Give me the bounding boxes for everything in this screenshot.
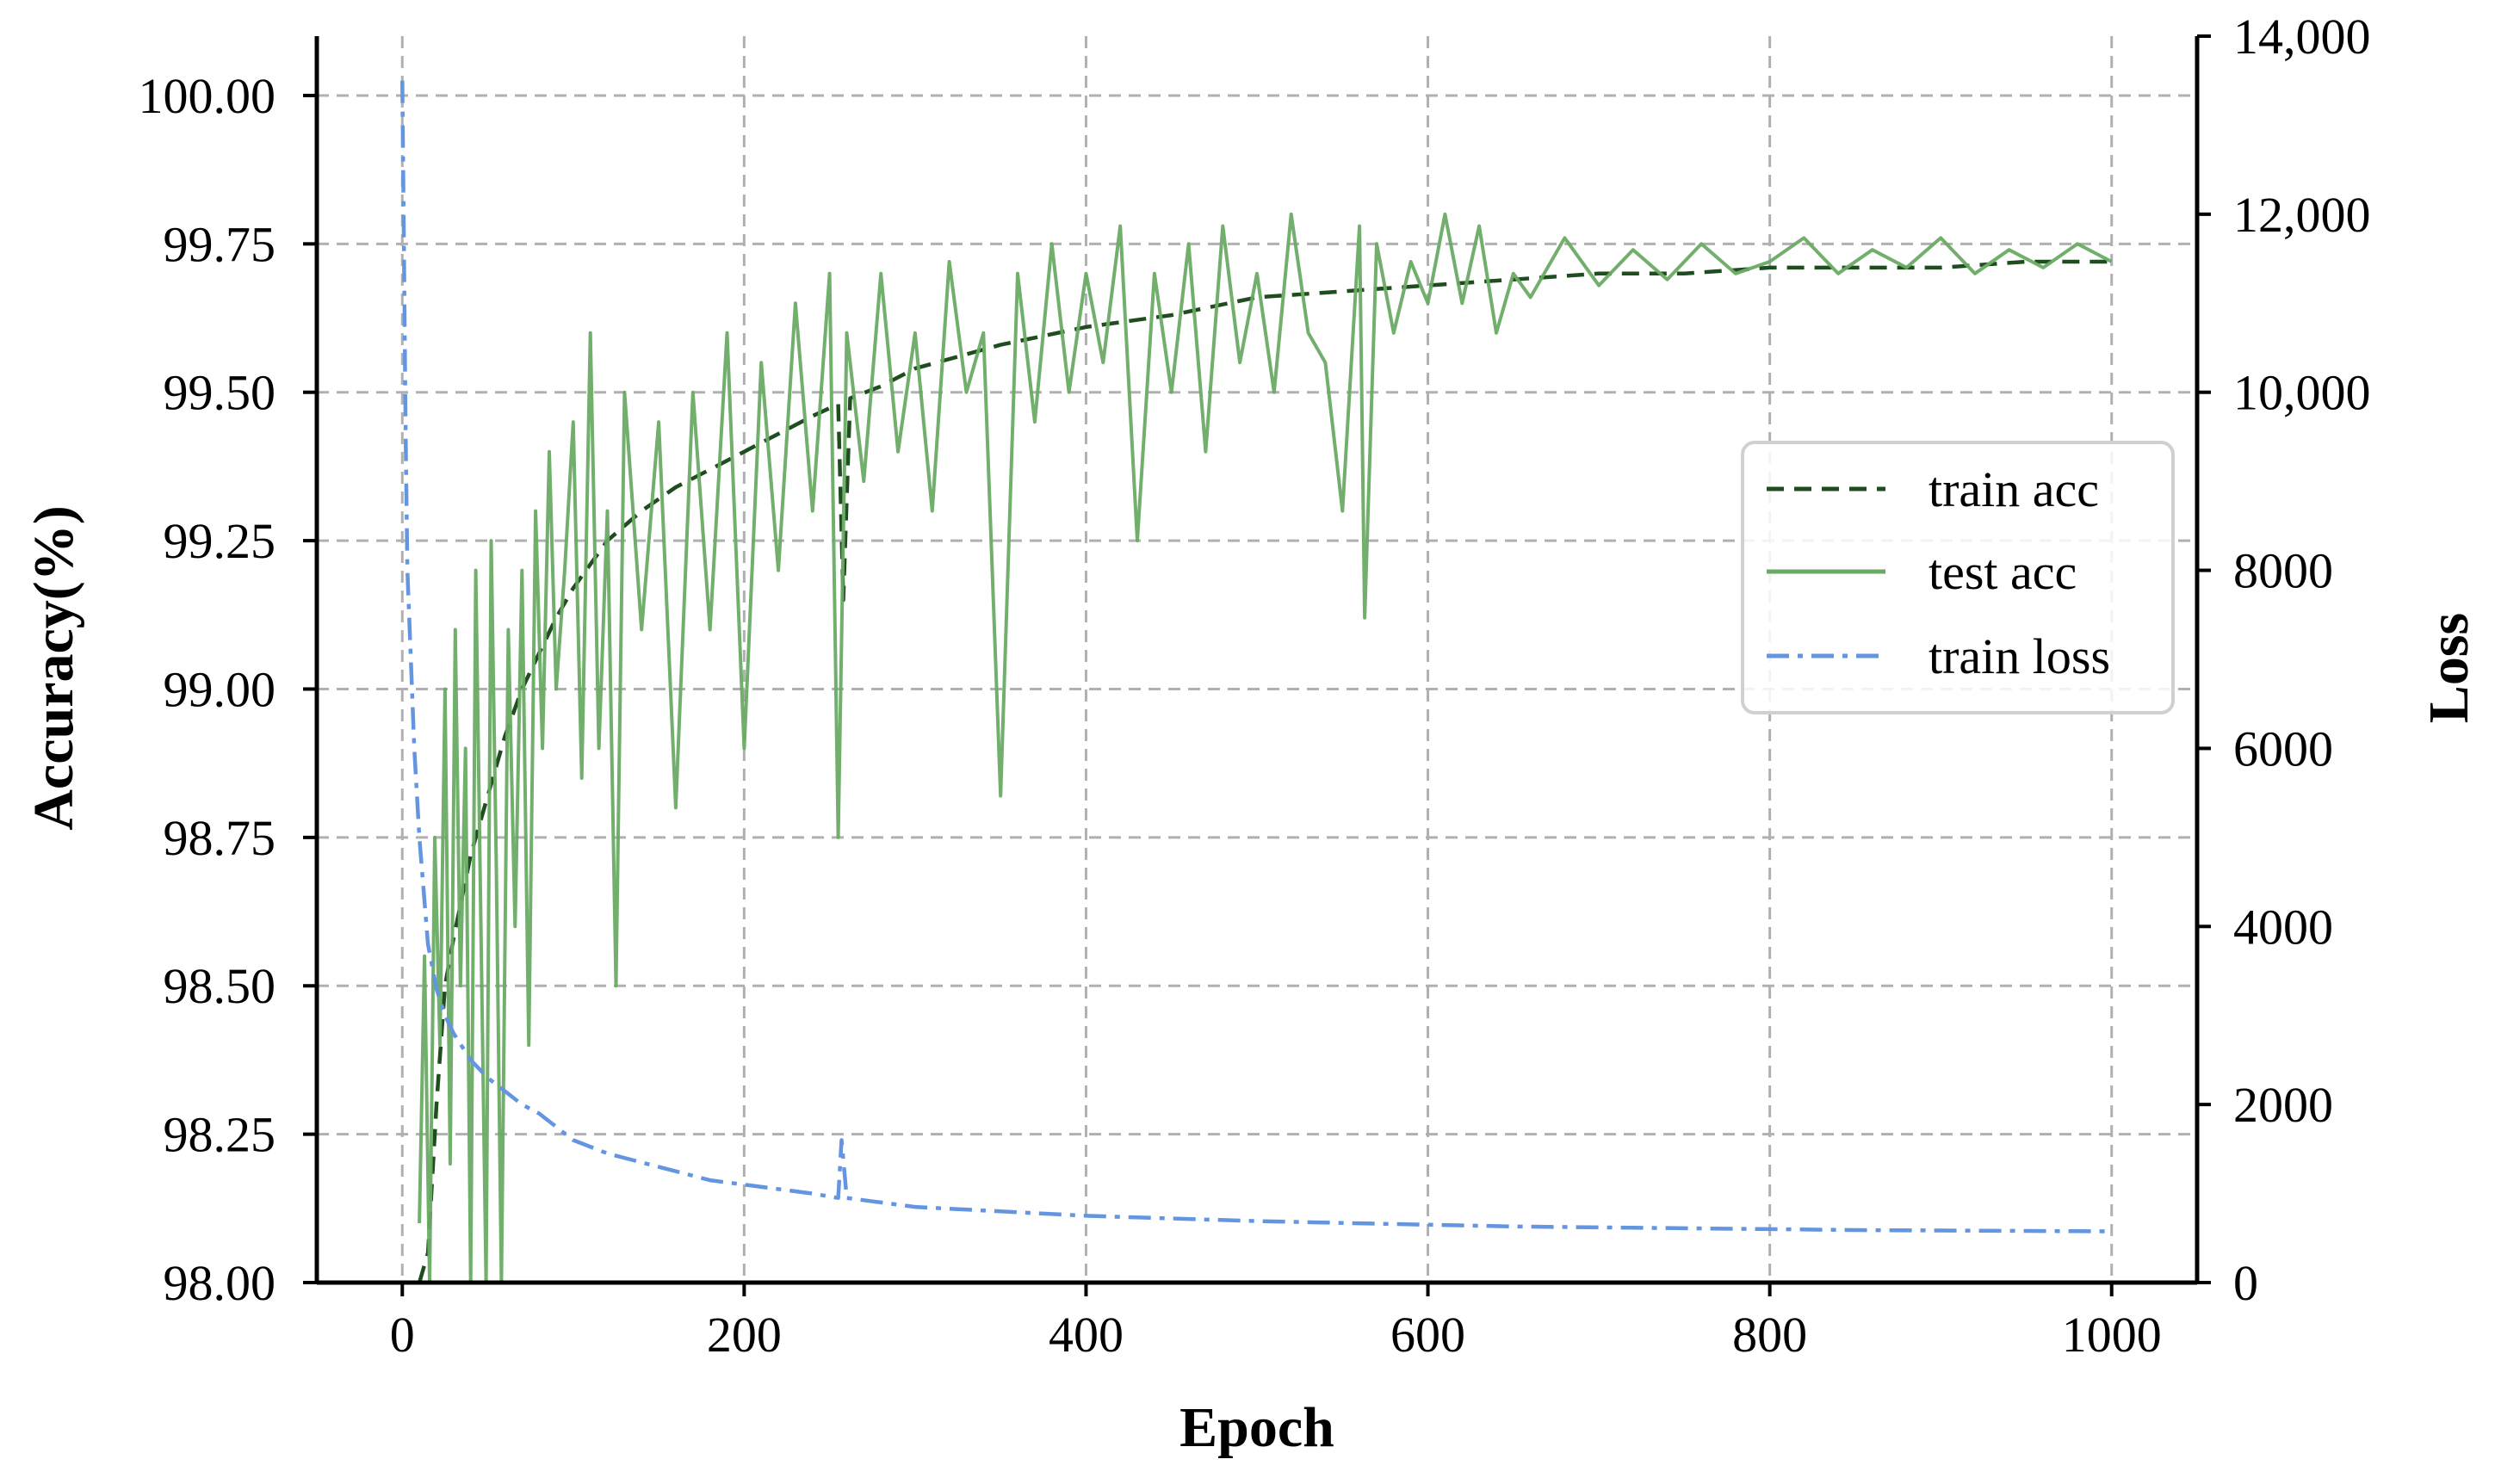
y-tick-label: 98.50: [164, 958, 276, 1014]
legend-label-train-loss: train loss: [1929, 628, 2110, 684]
y2-tick-label: 14,000: [2233, 9, 2371, 65]
legend-label-train-acc: train acc: [1929, 461, 2099, 517]
y-tick-label: 99.00: [164, 661, 276, 717]
legend: train acc test acc train loss: [1741, 441, 2175, 714]
series-line-test-acc: [418, 212, 2113, 1284]
series-line-train-acc: [417, 259, 2112, 1283]
y2-tick-label: 0: [2233, 1255, 2258, 1311]
y2-axis-title: Loss: [2418, 613, 2480, 723]
x-axis-title: Epoch: [1179, 1396, 1334, 1459]
y2-tick-label: 10,000: [2233, 365, 2371, 421]
series-line-train-loss: [400, 80, 2112, 1234]
y-tick-label: 98.00: [164, 1255, 276, 1311]
y-tick-label: 99.50: [164, 365, 276, 421]
y-axis-title: Accuracy(%): [22, 505, 85, 831]
y-tick-label: 100.00: [139, 68, 276, 124]
y-tick-label: 99.75: [164, 216, 276, 272]
y-tick-label: 98.75: [164, 810, 276, 866]
legend-box: [1741, 441, 2175, 714]
x-tick-label: 600: [1390, 1307, 1465, 1363]
y2-tick-label: 4000: [2233, 899, 2333, 955]
x-tick-label: 200: [707, 1307, 782, 1363]
x-tick-label: 400: [1049, 1307, 1124, 1363]
y-tick-label: 99.25: [164, 513, 276, 569]
y2-tick-label: 6000: [2233, 720, 2333, 776]
y2-tick-label: 2000: [2233, 1077, 2333, 1133]
x-tick-label: 800: [1732, 1307, 1807, 1363]
legend-label-test-acc: test acc: [1929, 544, 2077, 600]
y2-tick-label: 12,000: [2233, 187, 2371, 243]
series-layer: [400, 80, 2113, 1284]
x-tick-label: 1000: [2062, 1307, 2162, 1363]
y2-tick-label: 8000: [2233, 543, 2333, 599]
x-tick-label: 0: [390, 1307, 415, 1363]
y-tick-label: 98.25: [164, 1107, 276, 1163]
ticks: 0 200 400 600 800 1000 98.00 98.25 98.50 98.75 99.…: [139, 9, 2371, 1363]
